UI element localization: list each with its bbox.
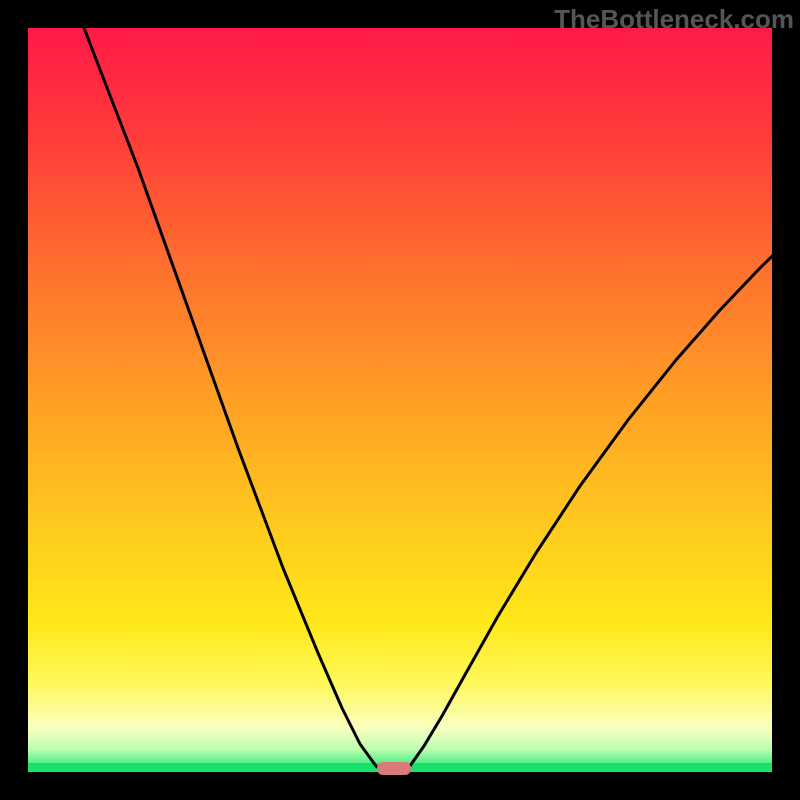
- curve-right-branch: [404, 229, 800, 772]
- watermark-text: TheBottleneck.com: [554, 4, 794, 35]
- minimum-marker: [377, 762, 411, 775]
- bottleneck-curve: [28, 28, 772, 772]
- chart-container: TheBottleneck.com: [0, 0, 800, 800]
- curve-left-branch: [84, 28, 384, 772]
